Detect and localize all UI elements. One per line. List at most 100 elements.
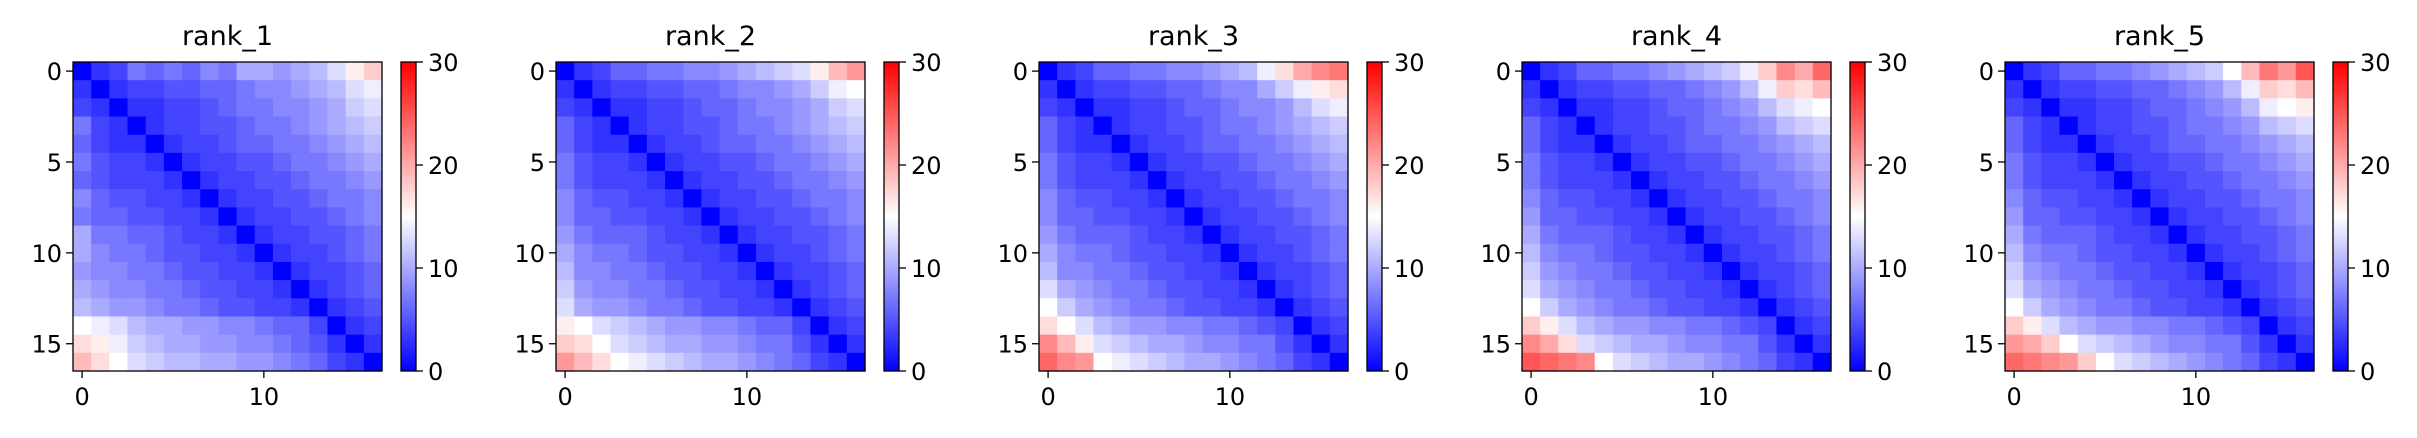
heatmap-cell bbox=[1685, 98, 1705, 118]
colorbar-tick-label: 30 bbox=[1877, 49, 1908, 77]
heatmap-cell bbox=[665, 207, 684, 227]
heatmap-cell bbox=[2277, 80, 2297, 99]
heatmap-cell bbox=[774, 62, 793, 81]
heatmap-cell bbox=[2059, 207, 2079, 227]
heatmap-cell bbox=[828, 280, 848, 299]
heatmap-cell bbox=[1776, 189, 1796, 209]
heatmap-cell bbox=[1721, 152, 1741, 172]
heatmap-cell bbox=[1812, 116, 1832, 136]
heatmap-cell bbox=[1093, 280, 1113, 299]
heatmap-cell bbox=[200, 225, 220, 245]
heatmap-cell bbox=[2223, 80, 2242, 99]
heatmap-cell bbox=[1293, 152, 1313, 172]
heatmap-cell bbox=[1558, 98, 1578, 118]
heatmap-cell bbox=[665, 189, 684, 209]
heatmap-cell bbox=[2023, 261, 2042, 281]
heatmap-frame bbox=[72, 61, 383, 372]
heatmap-cell bbox=[1075, 243, 1095, 263]
heatmap-cell bbox=[272, 98, 292, 118]
heatmap-cell bbox=[719, 134, 739, 154]
heatmap-cell bbox=[1631, 261, 1650, 281]
heatmap-cell bbox=[1812, 243, 1832, 263]
heatmap-cell bbox=[73, 334, 92, 354]
heatmap-cell bbox=[1522, 225, 1541, 245]
heatmap-cell bbox=[291, 189, 310, 209]
heatmap-cell bbox=[1703, 152, 1723, 172]
heatmap-cell bbox=[1220, 316, 1240, 336]
heatmap-cell bbox=[1594, 316, 1614, 336]
heatmap-cell bbox=[810, 334, 830, 354]
heatmap-cell bbox=[109, 298, 129, 318]
heatmap-cell bbox=[2059, 352, 2079, 372]
heatmap-cell bbox=[1257, 261, 1276, 281]
heatmap-cell bbox=[1111, 152, 1131, 172]
heatmap-cell bbox=[2295, 80, 2315, 99]
heatmap-cell bbox=[1220, 207, 1240, 227]
heatmap-cell bbox=[345, 171, 365, 190]
heatmap-cell bbox=[628, 171, 648, 190]
heatmap-cell bbox=[737, 98, 757, 118]
heatmap-cell bbox=[1111, 116, 1131, 136]
heatmap-cell bbox=[1576, 261, 1596, 281]
heatmap-cell bbox=[1758, 98, 1778, 118]
heatmap-cell bbox=[1558, 261, 1578, 281]
heatmap-cell bbox=[1166, 334, 1186, 354]
heatmap-cell bbox=[2241, 243, 2261, 263]
heatmap-cell bbox=[2005, 352, 2024, 372]
heatmap-cell bbox=[2005, 298, 2024, 318]
heatmap-cell bbox=[1275, 298, 1295, 318]
heatmap-cell bbox=[1311, 280, 1331, 299]
heatmap-cell bbox=[1794, 116, 1814, 136]
heatmap-cell bbox=[1293, 189, 1313, 209]
heatmap-cell bbox=[701, 207, 721, 227]
heatmap-cell bbox=[737, 225, 757, 245]
heatmap-cell bbox=[2132, 261, 2152, 281]
heatmap-cell bbox=[363, 334, 383, 354]
heatmap-cell bbox=[610, 298, 630, 318]
heatmap-cell bbox=[1667, 134, 1687, 154]
heatmap-cell bbox=[1703, 171, 1723, 190]
heatmap-cell bbox=[1558, 243, 1578, 263]
heatmap-cell bbox=[2132, 316, 2152, 336]
heatmap-cell bbox=[2041, 334, 2061, 354]
heatmap-cell bbox=[236, 352, 256, 372]
heatmap-cell bbox=[291, 225, 310, 245]
heatmap-cell bbox=[1612, 334, 1632, 354]
heatmap-cell bbox=[2059, 189, 2079, 209]
colorbar-tick-label: 20 bbox=[1394, 152, 1425, 180]
heatmap-cell bbox=[2023, 80, 2042, 99]
heatmap-cell bbox=[182, 62, 201, 81]
heatmap-cell bbox=[254, 189, 274, 209]
heatmap-cell bbox=[1522, 62, 1541, 81]
heatmap-cell bbox=[628, 261, 648, 281]
heatmap-cell bbox=[2095, 243, 2115, 263]
heatmap-cell bbox=[254, 62, 274, 81]
heatmap-cell bbox=[2132, 280, 2152, 299]
heatmap-cell bbox=[2059, 298, 2079, 318]
heatmap-cell bbox=[1703, 62, 1723, 81]
heatmap-cell bbox=[236, 189, 256, 209]
heatmap-cell bbox=[646, 98, 666, 118]
heatmap-cell bbox=[1148, 261, 1167, 281]
heatmap-cell bbox=[646, 334, 666, 354]
heatmap-cell bbox=[2114, 261, 2133, 281]
heatmap-cell bbox=[345, 243, 365, 263]
heatmap-cell bbox=[327, 225, 347, 245]
heatmap-cell bbox=[792, 98, 812, 118]
heatmap-cell bbox=[755, 189, 775, 209]
heatmap-cell bbox=[2095, 225, 2115, 245]
heatmap-cells bbox=[2005, 62, 2315, 372]
heatmap-cell bbox=[2186, 261, 2206, 281]
heatmap-cell bbox=[2277, 152, 2297, 172]
heatmap-cell bbox=[272, 207, 292, 227]
heatmap-cell bbox=[1075, 334, 1095, 354]
heatmap-cell bbox=[327, 80, 347, 99]
heatmap-cell bbox=[2005, 225, 2024, 245]
heatmap-cell bbox=[792, 352, 812, 372]
heatmap-cell bbox=[1202, 171, 1222, 190]
heatmap-cell bbox=[1740, 352, 1759, 372]
heatmap-cell bbox=[1039, 116, 1058, 136]
heatmap-cell bbox=[1329, 207, 1349, 227]
heatmap-cell bbox=[109, 189, 129, 209]
heatmap-cell bbox=[345, 98, 365, 118]
